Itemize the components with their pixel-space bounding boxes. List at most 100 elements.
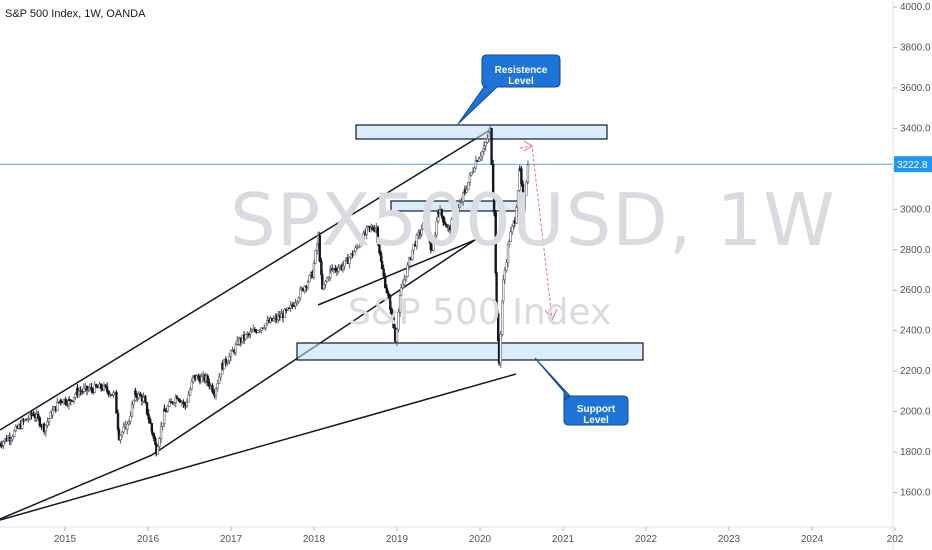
name-watermark: S&P 500 Index xyxy=(348,292,612,333)
candle-body xyxy=(321,274,324,290)
x-tick-label: 2015 xyxy=(54,534,77,545)
y-tick-label: 4000.0 xyxy=(900,2,931,13)
candle-body xyxy=(289,304,292,309)
y-tick-label: 1600.0 xyxy=(900,488,931,499)
candle-body xyxy=(507,241,511,245)
candle-body xyxy=(188,388,192,396)
candle-body xyxy=(407,257,411,266)
candle-body xyxy=(426,222,429,227)
candle-body xyxy=(357,246,360,249)
candle-body xyxy=(175,396,179,400)
candle-body xyxy=(455,211,458,217)
candle-body xyxy=(258,329,261,332)
candle-body xyxy=(107,390,110,396)
y-tick-label: 2600.0 xyxy=(900,285,931,296)
candle-body xyxy=(208,381,211,387)
candle-body xyxy=(283,309,286,318)
candle-body xyxy=(122,426,125,433)
candle-body xyxy=(479,155,482,159)
candle-body xyxy=(474,160,478,169)
candle-body xyxy=(72,396,76,402)
candle-body xyxy=(93,384,96,393)
candle-body xyxy=(490,127,493,165)
support-callout xyxy=(534,357,629,426)
candle-series xyxy=(0,125,530,457)
candle-body xyxy=(337,267,340,272)
candle-body xyxy=(492,194,496,213)
candle-body xyxy=(51,410,54,416)
candle-body xyxy=(95,384,98,388)
candle-body xyxy=(90,387,93,390)
candle-body xyxy=(104,384,107,388)
x-tick-label: 2021 xyxy=(552,534,575,545)
candle-body xyxy=(46,421,49,426)
candle-body xyxy=(468,174,472,183)
candle-body xyxy=(392,313,395,328)
candle-body xyxy=(59,399,63,402)
candle-body xyxy=(368,225,371,229)
candle-body xyxy=(166,406,169,412)
candle-body xyxy=(13,430,16,437)
candle-body xyxy=(499,334,502,364)
candle-body xyxy=(482,145,486,149)
candle-body xyxy=(495,272,498,314)
candle-body xyxy=(206,375,209,383)
candle-body xyxy=(428,226,431,240)
candle-body xyxy=(435,221,438,236)
y-tick-label: 2400.0 xyxy=(900,326,931,337)
trend-line xyxy=(0,129,491,431)
candle-body xyxy=(64,398,67,405)
candle-body xyxy=(44,424,48,433)
candle-body xyxy=(445,224,448,228)
candle-body xyxy=(526,164,530,183)
candle-body xyxy=(262,327,266,330)
candle-body xyxy=(226,362,229,364)
candle-body xyxy=(403,278,406,285)
candle-body xyxy=(0,443,2,446)
candle-body xyxy=(294,302,297,307)
candle-body xyxy=(211,385,214,393)
candle-body xyxy=(224,358,228,364)
projection-arrowhead xyxy=(544,308,558,322)
candle-body xyxy=(47,418,51,423)
candle-body xyxy=(516,190,520,208)
candle-body xyxy=(2,441,5,446)
candle-body xyxy=(406,264,409,277)
candle-body xyxy=(467,181,470,190)
y-tick-label: 1800.0 xyxy=(900,447,931,458)
candle-body xyxy=(74,393,77,398)
candle-body xyxy=(253,329,257,332)
candle-body xyxy=(105,386,109,392)
last-price-tag xyxy=(894,156,932,173)
candle-body xyxy=(359,243,362,248)
candle-body xyxy=(14,426,18,432)
candle-body xyxy=(511,225,514,233)
candle-body xyxy=(471,170,475,173)
candle-body xyxy=(145,402,149,415)
candle-body xyxy=(397,311,400,330)
x-tick-label: 2020 xyxy=(469,534,492,545)
candle-body xyxy=(214,388,218,396)
candle-body xyxy=(250,330,253,333)
candle-body xyxy=(324,281,327,285)
candle-body xyxy=(390,309,394,315)
candle-body xyxy=(216,383,219,389)
candle-body xyxy=(82,387,86,392)
candle-body xyxy=(256,330,260,333)
x-tick-label: 2019 xyxy=(386,534,409,545)
candle-body xyxy=(156,446,160,455)
candle-body xyxy=(102,384,106,390)
candle-body xyxy=(182,401,185,404)
candle-body xyxy=(424,218,428,223)
candle-body xyxy=(341,265,345,270)
candle-body xyxy=(177,398,180,401)
candle-body xyxy=(130,404,134,417)
candle-body xyxy=(197,375,200,379)
candle-body xyxy=(371,226,374,230)
candle-body xyxy=(433,234,437,242)
candle-body xyxy=(348,257,351,264)
candle-body xyxy=(126,423,129,430)
x-tick-label: 2018 xyxy=(303,534,326,545)
candle-body xyxy=(349,253,353,259)
